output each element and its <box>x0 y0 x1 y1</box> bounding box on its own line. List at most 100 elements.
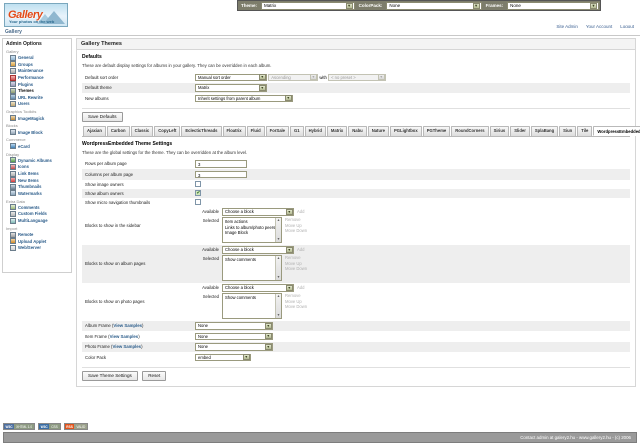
sidebar-item-groups[interactable]: Groups <box>6 61 68 68</box>
sidebar-item-watermarks[interactable]: Watermarks <box>6 190 68 197</box>
color-pack-select[interactable]: embed ▼ <box>195 353 251 361</box>
sidebar-item-custom-fields[interactable]: Custom Fields <box>6 210 68 218</box>
scroll-up-icon[interactable]: ▲ <box>276 218 281 222</box>
frame-select[interactable]: None ▼ <box>195 343 273 351</box>
validator-badge[interactable]: W3C XHTML 1.0 <box>3 423 36 430</box>
frame-select[interactable]: None ▼ <box>195 322 273 330</box>
selected-blocks-listbox[interactable]: Show comments ▲ ▼ <box>222 255 282 281</box>
sidebar-item-url-rewrite[interactable]: URL Rewrite <box>6 94 68 101</box>
scroll-up-icon[interactable]: ▲ <box>276 256 281 260</box>
listbox-scrollbar[interactable]: ▲ ▼ <box>275 256 281 280</box>
tab-roundcorners[interactable]: RoundCorners <box>451 125 489 136</box>
tab-tile[interactable]: Tile <box>577 125 593 136</box>
add-block-button[interactable]: Add <box>297 209 305 214</box>
chevron-down-icon[interactable]: ▼ <box>589 2 597 9</box>
list-item[interactable]: Show comments <box>225 257 256 262</box>
tab-sirius[interactable]: Sirius <box>489 125 510 136</box>
tab-ajaxian[interactable]: Ajaxian <box>83 125 106 136</box>
view-samples-link[interactable]: View Samples <box>112 344 142 350</box>
sidebar-item-comments[interactable]: Comments <box>6 204 68 211</box>
add-block-button[interactable]: Add <box>297 285 305 290</box>
theme-select[interactable]: Matrix ▼ <box>261 1 355 10</box>
sidebar-item-remote[interactable]: Remote <box>6 231 68 238</box>
available-block-select[interactable]: Choose a block ▼ <box>222 246 294 254</box>
sidebar-item-ecard[interactable]: eCard <box>6 143 68 150</box>
tab-forsale[interactable]: ForSale <box>265 125 290 136</box>
sidebar-item-themes[interactable]: Themes <box>6 87 68 94</box>
save-theme-settings-button[interactable]: Save Theme Settings <box>82 370 138 381</box>
scroll-down-icon[interactable]: ▼ <box>276 236 281 241</box>
nav-link-your-account[interactable]: Your Account <box>585 24 613 29</box>
tab-slider[interactable]: Slider <box>510 125 530 136</box>
chevron-down-icon[interactable]: ▼ <box>259 84 266 91</box>
tab-splabang[interactable]: SplaBang <box>530 125 559 136</box>
add-block-button[interactable]: Add <box>297 247 305 252</box>
chevron-down-icon[interactable]: ▼ <box>265 322 272 329</box>
list-item[interactable]: Links to album/photo peers <box>225 224 276 230</box>
tab-floatrix[interactable]: Floatrix <box>222 125 246 136</box>
sidebar-item-link-items[interactable]: Link Items <box>6 170 68 177</box>
chevron-down-icon[interactable]: ▼ <box>259 74 266 81</box>
tab-g1[interactable]: G1 <box>290 125 304 136</box>
tab-fluid[interactable]: Fluid <box>246 125 265 136</box>
tab-wordpressembedded[interactable]: WordpressEmbedded <box>593 126 640 136</box>
show-album-owners-checkbox[interactable] <box>195 190 201 196</box>
tab-eclecticthreads[interactable]: EclecticThreads <box>181 125 222 136</box>
chevron-down-icon[interactable]: ▼ <box>286 284 293 291</box>
tab-carbon[interactable]: Carbon <box>106 125 130 136</box>
sidebar-item-multilanguage[interactable]: MultiLanguage <box>6 217 68 224</box>
tab-classic[interactable]: Classic <box>130 125 154 136</box>
sort-direction-select[interactable]: Ascending ▼ <box>268 73 319 81</box>
move-down-button[interactable]: Move Down <box>285 266 308 271</box>
columns-per-album-page-input[interactable]: 3 <box>195 170 247 178</box>
colorpack-select[interactable]: None ▼ <box>386 1 482 10</box>
rows-per-album-page-input[interactable]: 3 <box>195 160 247 168</box>
chevron-down-icon[interactable]: ▼ <box>286 246 293 253</box>
scroll-down-icon[interactable]: ▼ <box>276 274 281 279</box>
move-down-button[interactable]: Move Down <box>285 228 308 233</box>
sort-preset-select[interactable]: < no preset > ▼ <box>328 73 387 81</box>
sidebar-item-icons[interactable]: Icons <box>6 163 68 171</box>
chevron-down-icon[interactable]: ▼ <box>265 343 272 350</box>
gallery-logo[interactable]: Gallery Your photos on the web <box>4 3 68 27</box>
chevron-down-icon[interactable]: ▼ <box>265 333 272 340</box>
chevron-down-icon[interactable]: ▼ <box>286 208 293 215</box>
list-item[interactable]: Item actions <box>225 219 248 224</box>
chevron-down-icon[interactable]: ▼ <box>472 2 480 9</box>
selected-blocks-listbox[interactable]: Item actions Links to album/photo peers Im… <box>222 217 282 243</box>
listbox-scrollbar[interactable]: ▲ ▼ <box>275 294 281 318</box>
list-item[interactable]: Show comments <box>225 295 256 300</box>
view-samples-link[interactable]: View Samples <box>113 323 143 329</box>
sidebar-item-image-block[interactable]: Image Block <box>6 129 68 136</box>
move-up-button[interactable]: Move Up <box>285 222 302 228</box>
sidebar-item-maintenance[interactable]: Maintenance <box>6 67 68 75</box>
sidebar-item-imagemagick[interactable]: ImageMagick <box>6 115 68 122</box>
view-samples-link[interactable]: View Samples <box>109 333 139 339</box>
default-theme-select[interactable]: Matrix ▼ <box>195 84 267 92</box>
scroll-up-icon[interactable]: ▲ <box>276 294 281 298</box>
available-block-select[interactable]: Choose a block ▼ <box>222 284 294 292</box>
sidebar-item-general[interactable]: General <box>6 54 68 62</box>
sidebar-item-new-items[interactable]: New Items <box>6 177 68 184</box>
nav-link-logout[interactable]: Logout <box>620 24 634 29</box>
tab-copyleft[interactable]: CopyLeft <box>154 125 181 136</box>
tab-pgtheme[interactable]: PGTheme <box>422 125 451 136</box>
chevron-down-icon[interactable]: ▼ <box>310 74 317 81</box>
chevron-down-icon[interactable]: ▼ <box>243 354 250 361</box>
tab-pglightbox[interactable]: PGLightbox <box>389 125 422 136</box>
nav-link-site-admin[interactable]: Site Admin <box>556 24 578 29</box>
tab-siun[interactable]: Siun <box>559 125 577 136</box>
remove-block-button[interactable]: Remove <box>285 293 301 298</box>
reset-button[interactable]: Reset <box>142 370 167 381</box>
show-image-owners-checkbox[interactable] <box>195 181 201 187</box>
chevron-down-icon[interactable]: ▼ <box>378 74 385 81</box>
validator-badge[interactable]: RSS VALID <box>63 423 89 430</box>
breadcrumb[interactable]: Gallery <box>5 28 22 35</box>
remove-block-button[interactable]: Remove <box>285 255 301 260</box>
chevron-down-icon[interactable]: ▼ <box>285 95 292 102</box>
scroll-down-icon[interactable]: ▼ <box>276 312 281 317</box>
move-down-button[interactable]: Move Down <box>285 304 308 309</box>
tab-nabu[interactable]: Nabu <box>348 125 367 136</box>
tab-hybrid[interactable]: Hybrid <box>304 125 326 136</box>
available-block-select[interactable]: Choose a block ▼ <box>222 208 294 216</box>
